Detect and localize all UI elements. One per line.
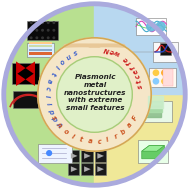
Polygon shape bbox=[142, 146, 164, 151]
Text: t: t bbox=[49, 70, 56, 76]
Text: A: A bbox=[54, 121, 62, 129]
FancyBboxPatch shape bbox=[29, 45, 52, 47]
Text: c: c bbox=[44, 86, 51, 91]
Circle shape bbox=[153, 70, 159, 75]
FancyBboxPatch shape bbox=[94, 163, 106, 175]
Circle shape bbox=[57, 57, 132, 132]
FancyBboxPatch shape bbox=[12, 63, 39, 84]
Polygon shape bbox=[71, 153, 77, 159]
FancyBboxPatch shape bbox=[138, 140, 168, 163]
Polygon shape bbox=[142, 146, 164, 159]
Polygon shape bbox=[84, 166, 91, 172]
Circle shape bbox=[47, 29, 49, 31]
Text: s: s bbox=[138, 84, 144, 89]
Text: p: p bbox=[47, 108, 54, 115]
FancyBboxPatch shape bbox=[38, 144, 72, 163]
Circle shape bbox=[147, 22, 156, 31]
Circle shape bbox=[42, 29, 43, 31]
Wedge shape bbox=[94, 4, 185, 94]
FancyBboxPatch shape bbox=[153, 42, 178, 62]
Circle shape bbox=[156, 22, 165, 31]
Circle shape bbox=[53, 29, 55, 31]
Text: c: c bbox=[135, 73, 142, 79]
FancyBboxPatch shape bbox=[81, 163, 93, 175]
Circle shape bbox=[30, 37, 32, 39]
FancyBboxPatch shape bbox=[29, 42, 52, 44]
Polygon shape bbox=[71, 166, 77, 172]
Circle shape bbox=[53, 37, 55, 39]
FancyBboxPatch shape bbox=[29, 49, 52, 51]
Circle shape bbox=[42, 37, 43, 39]
Text: F: F bbox=[132, 115, 139, 122]
Wedge shape bbox=[94, 94, 185, 185]
Text: a: a bbox=[88, 138, 93, 145]
Text: b: b bbox=[120, 128, 127, 136]
Text: s: s bbox=[71, 48, 78, 55]
Text: r: r bbox=[113, 133, 119, 140]
Polygon shape bbox=[97, 153, 104, 159]
Text: t: t bbox=[136, 79, 143, 83]
FancyBboxPatch shape bbox=[27, 43, 54, 57]
Text: o: o bbox=[58, 57, 65, 64]
FancyBboxPatch shape bbox=[149, 68, 176, 87]
Polygon shape bbox=[26, 61, 35, 75]
Text: l: l bbox=[45, 102, 51, 105]
Polygon shape bbox=[148, 96, 163, 108]
Text: e: e bbox=[109, 47, 115, 54]
Polygon shape bbox=[146, 106, 161, 117]
FancyBboxPatch shape bbox=[142, 101, 172, 122]
FancyBboxPatch shape bbox=[68, 150, 79, 162]
Text: Plasmonic
metal
nanostructures
with extreme
small features: Plasmonic metal nanostructures with extr… bbox=[64, 74, 127, 111]
Text: N: N bbox=[103, 45, 110, 53]
Circle shape bbox=[38, 38, 151, 151]
Text: e: e bbox=[122, 55, 129, 63]
Polygon shape bbox=[97, 166, 104, 172]
Text: s: s bbox=[50, 115, 57, 121]
Text: t: t bbox=[79, 136, 84, 143]
Circle shape bbox=[36, 37, 38, 39]
FancyBboxPatch shape bbox=[163, 69, 173, 86]
Text: i: i bbox=[70, 133, 75, 140]
Circle shape bbox=[53, 22, 55, 23]
Polygon shape bbox=[147, 101, 162, 112]
Circle shape bbox=[47, 151, 51, 155]
FancyBboxPatch shape bbox=[160, 43, 171, 55]
Text: p: p bbox=[50, 115, 58, 122]
Circle shape bbox=[162, 70, 167, 75]
FancyBboxPatch shape bbox=[136, 18, 166, 35]
Text: n: n bbox=[64, 52, 71, 59]
Polygon shape bbox=[84, 153, 91, 159]
FancyBboxPatch shape bbox=[29, 52, 52, 55]
Text: f: f bbox=[126, 60, 132, 66]
Text: f: f bbox=[129, 64, 136, 70]
FancyBboxPatch shape bbox=[13, 91, 43, 108]
Circle shape bbox=[30, 29, 32, 31]
Text: c: c bbox=[97, 138, 101, 145]
Text: o: o bbox=[62, 128, 69, 135]
Circle shape bbox=[36, 22, 38, 23]
Circle shape bbox=[42, 22, 43, 23]
Circle shape bbox=[47, 37, 49, 39]
Circle shape bbox=[30, 22, 32, 23]
Text: a: a bbox=[46, 77, 53, 84]
Circle shape bbox=[162, 79, 167, 84]
FancyBboxPatch shape bbox=[27, 21, 58, 40]
Text: w: w bbox=[113, 49, 121, 57]
Circle shape bbox=[47, 22, 49, 23]
FancyBboxPatch shape bbox=[94, 150, 106, 162]
Circle shape bbox=[36, 29, 38, 31]
Polygon shape bbox=[26, 73, 35, 86]
Text: a: a bbox=[126, 122, 134, 129]
Circle shape bbox=[153, 79, 159, 84]
Text: i: i bbox=[44, 95, 50, 97]
Polygon shape bbox=[16, 61, 26, 75]
Wedge shape bbox=[4, 4, 94, 185]
Text: i: i bbox=[53, 64, 60, 69]
Text: e: e bbox=[132, 68, 139, 75]
Polygon shape bbox=[16, 73, 26, 86]
FancyBboxPatch shape bbox=[68, 163, 79, 175]
FancyBboxPatch shape bbox=[81, 150, 93, 162]
Text: i: i bbox=[106, 137, 110, 143]
Text: n: n bbox=[55, 122, 63, 129]
